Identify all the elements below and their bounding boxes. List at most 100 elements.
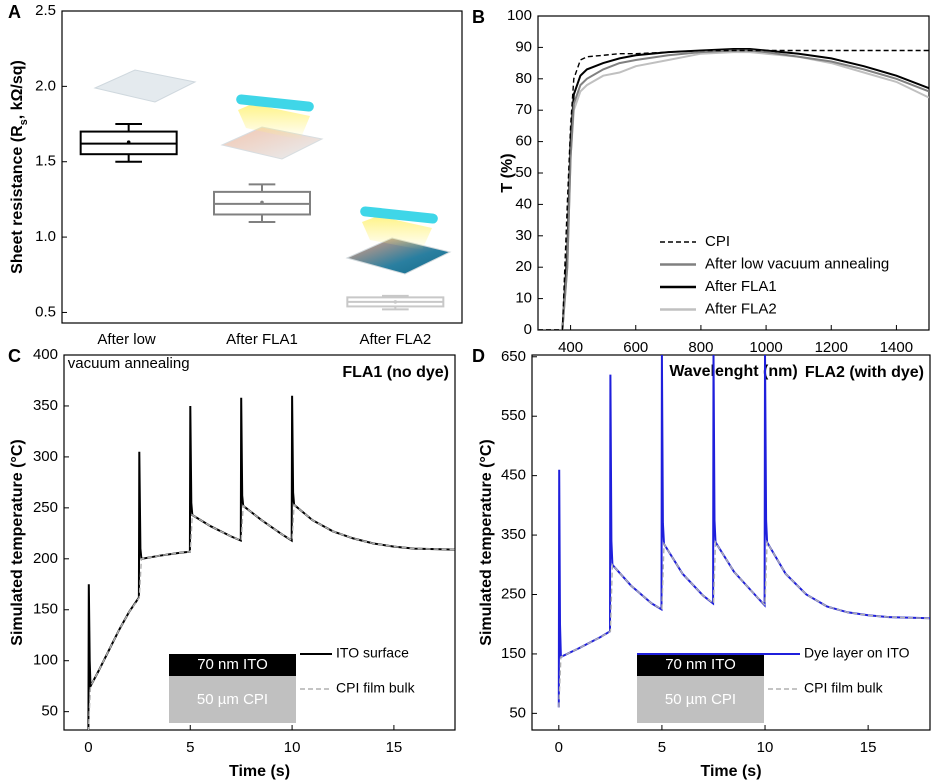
x-tick-label: 5 <box>186 739 194 756</box>
y-tick-label: 50 <box>509 704 526 721</box>
x-tick-label: 5 <box>658 739 666 756</box>
x-tick-label: 15 <box>860 739 877 756</box>
y-tick-label: 550 <box>501 407 526 424</box>
x-tick-label: 400 <box>558 339 583 356</box>
x-tick-label: After FLA1 <box>226 331 298 348</box>
layer-label: 50 µm CPI <box>197 691 268 708</box>
y-axis-label: Sheet resistance (Rs, kΩ/sq) <box>9 60 30 274</box>
y-tick-label: 350 <box>33 397 58 414</box>
y-tick-label: 40 <box>515 195 532 212</box>
plot-frame <box>61 10 463 324</box>
y-tick-label: 60 <box>515 133 532 150</box>
y-tick-label: 2.0 <box>35 77 56 94</box>
y-tick-label: 0.5 <box>35 303 56 320</box>
y-tick-label: 70 <box>515 101 532 118</box>
series-line <box>558 539 930 708</box>
x-tick-label: 0 <box>555 739 563 756</box>
legend-label: ITO surface <box>336 645 409 661</box>
y-tick-label: 50 <box>515 164 532 181</box>
panel-label: C <box>8 346 21 366</box>
y-axis-label: T (%) <box>499 153 516 192</box>
y-tick-label: 150 <box>33 601 58 618</box>
x-tick-label: After FLA2 <box>359 331 431 348</box>
x-axis-label: Wavelenght (nm) <box>669 363 797 380</box>
x-axis-label: Time (s) <box>700 763 761 780</box>
legend-label: CPI film bulk <box>804 680 884 696</box>
y-tick-label: 20 <box>515 258 532 275</box>
x-tick-label: 800 <box>688 339 713 356</box>
y-tick-label: 0 <box>524 321 532 338</box>
legend-label: Dye layer on ITO <box>804 645 910 661</box>
mean <box>126 140 131 144</box>
y-tick-label: 2.5 <box>35 2 56 19</box>
film-illustrations <box>93 69 452 275</box>
x-tick-label: 10 <box>757 739 774 756</box>
ito-layer <box>169 654 296 676</box>
x-tick-label: 0 <box>84 739 92 756</box>
y-tick-label: 100 <box>507 7 532 24</box>
x-tick-label: 10 <box>284 739 301 756</box>
label-line: After low <box>97 331 160 348</box>
x-tick-label: 1200 <box>815 339 848 356</box>
plot-frame <box>63 354 456 731</box>
y-tick-label: 1.0 <box>35 228 56 245</box>
cpi-layer <box>169 676 296 723</box>
chart-title: FLA1 (no dye) <box>342 364 449 381</box>
y-tick-label: 150 <box>501 645 526 662</box>
y-label-part: s <box>18 119 30 125</box>
y-tick-label: 450 <box>501 467 526 484</box>
flash-light <box>362 216 432 250</box>
mean <box>260 200 264 205</box>
ito-layer <box>637 654 764 676</box>
x-tick-label: 1400 <box>880 339 913 356</box>
chart-title: FLA2 (with dye) <box>805 364 924 381</box>
y-tick-label: 30 <box>515 227 532 244</box>
x-tick-label: 15 <box>386 739 403 756</box>
y-tick-label: 90 <box>515 38 532 55</box>
panel-label: D <box>472 346 485 366</box>
layer-label: 70 nm ITO <box>197 656 268 673</box>
lamp <box>360 206 438 224</box>
legend-label: After FLA2 <box>705 300 777 317</box>
x-tick-label: After low vacuum annealing <box>68 331 190 372</box>
cpi-layer <box>637 676 764 723</box>
legend-label: CPI film bulk <box>336 680 416 696</box>
series-line <box>538 49 929 330</box>
y-label-part: Sheet resistance (R <box>9 125 26 274</box>
y-tick-label: 650 <box>501 348 526 365</box>
film-plain <box>93 69 197 103</box>
x-axis-label: Time (s) <box>229 763 290 780</box>
series-line <box>538 49 929 330</box>
y-tick-label: 400 <box>33 346 58 363</box>
y-tick-label: 300 <box>33 448 58 465</box>
y-label-part: , kΩ/sq) <box>9 60 26 119</box>
legend-label: After low vacuum annealing <box>705 255 889 272</box>
y-axis-label: Simulated temperature (°C) <box>9 439 26 645</box>
y-tick-label: 250 <box>33 499 58 516</box>
flash-light <box>238 104 310 140</box>
series-line <box>87 503 455 730</box>
y-tick-label: 80 <box>515 70 532 87</box>
lamp <box>236 94 314 112</box>
legend-label: CPI <box>705 233 730 250</box>
panel-label: B <box>472 7 485 27</box>
y-axis-label: Simulated temperature (°C) <box>478 439 495 645</box>
y-tick-label: 350 <box>501 526 526 543</box>
y-tick-label: 1.5 <box>35 153 56 170</box>
y-tick-label: 200 <box>33 550 58 567</box>
y-tick-label: 250 <box>501 585 526 602</box>
label-line: vacuum annealing <box>68 355 190 372</box>
x-tick-label: 1000 <box>749 339 782 356</box>
plot-frame <box>531 354 931 731</box>
layer-label: 50 µm CPI <box>665 691 736 708</box>
legend-label: After FLA1 <box>705 278 777 295</box>
y-tick-label: 10 <box>515 290 532 307</box>
y-tick-label: 50 <box>41 703 58 720</box>
x-tick-label: 600 <box>623 339 648 356</box>
layer-label: 70 nm ITO <box>665 656 736 673</box>
y-tick-label: 100 <box>33 652 58 669</box>
panel-label: A <box>8 2 21 22</box>
film-dyed <box>345 237 452 275</box>
mean <box>393 300 398 304</box>
